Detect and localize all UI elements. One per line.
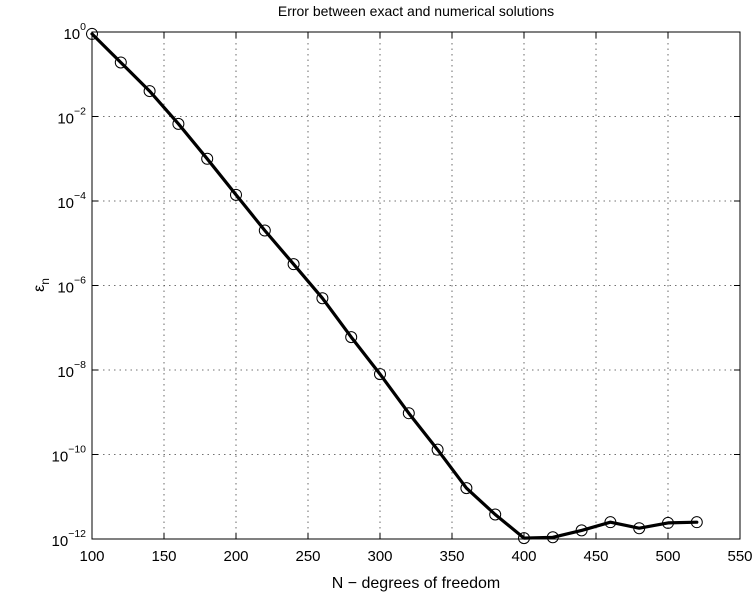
data-point-marker xyxy=(546,531,559,544)
x-tick-label: 400 xyxy=(511,548,536,565)
data-point-marker xyxy=(402,407,415,420)
chart-title: Error between exact and numerical soluti… xyxy=(278,3,554,19)
data-point-marker xyxy=(172,117,185,130)
data-point-marker xyxy=(662,516,674,529)
data-point-marker xyxy=(518,532,530,545)
x-tick-label: 450 xyxy=(583,548,608,565)
data-point-marker xyxy=(201,152,214,165)
data-point-marker xyxy=(316,292,329,305)
data-point-marker xyxy=(258,224,271,237)
data-point-marker xyxy=(633,522,646,535)
data-point-marker xyxy=(114,56,127,69)
data-point-marker xyxy=(287,258,300,271)
y-tick-label: 10−12 xyxy=(52,528,87,550)
x-tick-label: 350 xyxy=(439,548,464,565)
data-point-marker xyxy=(690,516,703,529)
y-tick-label: 10−8 xyxy=(57,359,86,381)
x-tick-label: 200 xyxy=(223,548,248,565)
data-point-marker xyxy=(230,188,242,201)
data-point-marker xyxy=(431,443,444,456)
series-layer xyxy=(86,27,703,545)
x-tick-label: 300 xyxy=(367,548,392,565)
x-tick-label: 150 xyxy=(151,548,176,565)
grid xyxy=(92,32,740,539)
x-tick-label: 500 xyxy=(655,548,680,565)
data-point-marker xyxy=(143,85,156,98)
data-point-marker xyxy=(575,524,588,537)
y-tick-label: 10−6 xyxy=(57,275,86,297)
plot-frame xyxy=(91,31,741,540)
y-axis-label: εn xyxy=(31,278,52,292)
y-axis-label-text: εn xyxy=(31,278,52,292)
data-point-marker xyxy=(460,482,473,495)
y-tick-label: 100 xyxy=(63,21,86,43)
data-point-marker xyxy=(345,331,358,344)
x-tick-label: 250 xyxy=(295,548,320,565)
x-tick-label: 550 xyxy=(727,548,752,565)
data-point-marker xyxy=(374,368,386,381)
data-point-marker xyxy=(489,508,502,521)
data-point-marker xyxy=(604,516,617,529)
series-line xyxy=(90,32,699,540)
tick-labels: 100 150 200 250 300 350 400 450 500 550 100 10−2 10−… xyxy=(52,21,753,565)
y-tick-label: 10−10 xyxy=(52,444,87,466)
x-tick-label: 100 xyxy=(79,548,104,565)
x-axis-label: N − degrees of freedom xyxy=(332,575,501,592)
y-tick-label: 10−2 xyxy=(57,106,86,128)
y-tick-label: 10−4 xyxy=(57,190,86,212)
